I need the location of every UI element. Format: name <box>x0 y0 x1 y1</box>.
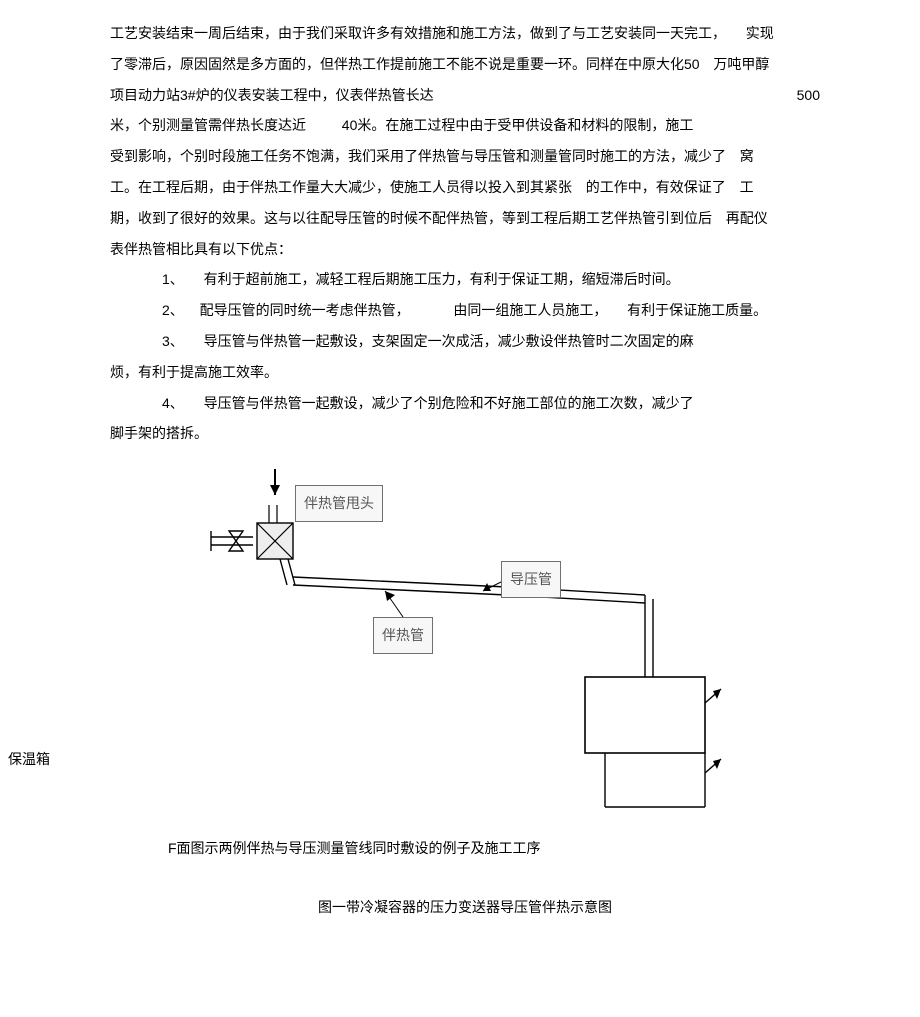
list-item-3: 3、 导压管与伴热管一起敷设，支架固定一次成活，减少敷设伴热管时二次固定的麻 <box>110 326 820 357</box>
list-num: 1、 <box>162 271 184 287</box>
text: 万吨甲醇 <box>713 56 769 72</box>
text: 受到影响，个别时段施工任务不饱满，我们采用了伴热管与导压管和测量管同时施工的方法… <box>110 148 726 164</box>
text: 图一带冷凝容器的压力变送器导压管伴热示意图 <box>318 899 612 915</box>
text: 表伴热管相比具有以下优点： <box>110 241 292 257</box>
paragraph-line-h: 表伴热管相比具有以下优点： <box>110 234 820 265</box>
value-500: 500 <box>797 80 820 111</box>
side-label-baowenxiang: 保温箱 <box>8 744 50 775</box>
text: 窝 <box>740 148 754 164</box>
list-item-2: 2、 配导压管的同时统一考虑伴热管， 由同一组施工人员施工， 有利于保证施工质量… <box>110 295 820 326</box>
figure-caption-1: F面图示两例伴热与导压测量管线同时敷设的例子及施工工序 <box>110 833 820 864</box>
text: 烦，有利于提高施工效率。 <box>110 364 278 380</box>
text: 有利于保证施工质量。 <box>627 302 767 318</box>
text: 由同一组施工人员施工， <box>453 302 607 318</box>
text: 导压管与伴热管一起敷设，支架固定一次成活，减少敷设伴热管时二次固定的麻 <box>204 333 694 349</box>
text: 项目动力站3#炉的仪表安装工程中，仪表伴热管长达 <box>110 80 434 111</box>
label-shuaitou: 伴热管甩头 <box>295 485 383 522</box>
paragraph-line-f: 工。在工程后期，由于伴热工作量大大减少，使施工人员得以投入到其紧张 的工作中，有… <box>110 172 820 203</box>
label-daoyaguan: 导压管 <box>501 561 561 598</box>
paragraph-main: 工艺安装结束一周后结束，由于我们采取许多有效措施和施工方法，做到了与工艺安装同一… <box>110 18 820 80</box>
text: F面图示两例伴热与导压测量管线同时敷设的例子及施工工序 <box>168 840 541 856</box>
list-item-3-cont: 烦，有利于提高施工效率。 <box>110 357 820 388</box>
paragraph-line-e: 受到影响，个别时段施工任务不饱满，我们采用了伴热管与导压管和测量管同时施工的方法… <box>110 141 820 172</box>
list-item-4-cont: 脚手架的搭拆。 <box>0 418 820 449</box>
label-banreguan: 伴热管 <box>373 617 433 654</box>
paragraph-line-g: 期，收到了很好的效果。这与以往配导压管的时候不配伴热管，等到工程后期工艺伴热管引… <box>110 203 820 234</box>
list-num: 3、 <box>162 333 184 349</box>
text: 工 <box>740 179 754 195</box>
paragraph-line-40: 米，个别测量管需伴热长度达近 40米。在施工过程中由于受甲供设备和材料的限制，施… <box>110 110 820 141</box>
list-item-1: 1、 有利于超前施工，减轻工程后期施工压力，有利于保证工期，缩短滞后时间。 <box>110 264 820 295</box>
text: 配导压管的同时统一考虑伴热管， <box>200 302 410 318</box>
text: 再配仪 <box>726 210 768 226</box>
text: 了零滞后，原因固然是多方面的，但伴热工作提前施工不能不说是重要一环。同样在中原大… <box>110 56 700 72</box>
figure-diagram: 伴热管甩头 导压管 伴热管 <box>205 467 725 827</box>
text: 脚手架的搭拆。 <box>110 425 208 441</box>
paragraph-line-500: 项目动力站3#炉的仪表安装工程中，仪表伴热管长达 500 <box>110 80 820 111</box>
text: 工艺安装结束一周后结束，由于我们采取许多有效措施和施工方法，做到了与工艺安装同一… <box>110 25 726 41</box>
list-num: 4、 <box>162 395 184 411</box>
text: 的工作中，有效保证了 <box>586 179 726 195</box>
text: 工。在工程后期，由于伴热工作量大大减少，使施工人员得以投入到其紧张 <box>110 179 572 195</box>
list-item-4: 4、 导压管与伴热管一起敷设，减少了个别危险和不好施工部位的施工次数，减少了 <box>110 388 820 419</box>
text: 实现 <box>746 25 774 41</box>
list-num: 2、 <box>162 302 184 318</box>
text: 40米。在施工过程中由于受甲供设备和材料的限制，施工 <box>342 117 694 133</box>
text: 期，收到了很好的效果。这与以往配导压管的时候不配伴热管，等到工程后期工艺伴热管引… <box>110 210 712 226</box>
text: 导压管与伴热管一起敷设，减少了个别危险和不好施工部位的施工次数，减少了 <box>204 395 694 411</box>
text: 有利于超前施工，减轻工程后期施工压力，有利于保证工期，缩短滞后时间。 <box>204 271 680 287</box>
figure-caption-2: 图一带冷凝容器的压力变送器导压管伴热示意图 <box>110 892 820 923</box>
diagram-svg <box>205 467 725 827</box>
text: 米，个别测量管需伴热长度达近 <box>110 117 306 133</box>
